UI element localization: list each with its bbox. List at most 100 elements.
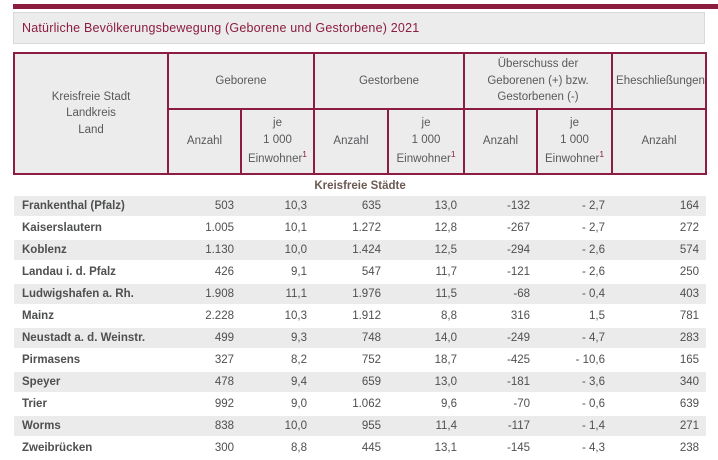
value-cell: -181: [464, 371, 538, 395]
value-cell: 13,0: [388, 371, 465, 395]
footnote-marker: 1: [599, 149, 605, 160]
table-row: Speyer 478 9,4 659 13,0 -181- 3,6 340: [14, 371, 707, 395]
table-row: Koblenz 1.130 10,0 1.424 12,5 -294- 2,6 574: [14, 239, 707, 263]
value-cell: 1.130: [168, 239, 241, 263]
value-cell: 11,7: [388, 261, 465, 285]
value-cell: 2.228: [168, 305, 241, 329]
value-cell: 9,1: [241, 261, 314, 285]
value-cell: 992: [168, 393, 241, 417]
value-cell: 11,4: [388, 415, 465, 439]
value-cell: 10,3: [241, 305, 314, 329]
value-cell: - 2,7: [537, 217, 613, 241]
value-cell: 327: [168, 349, 241, 373]
row-label-cell: Worms: [14, 415, 168, 439]
value-cell: 9,6: [388, 393, 465, 417]
region-label-line: Land: [78, 123, 104, 136]
value-cell: 659: [314, 371, 388, 395]
value-cell: - 3,6: [537, 371, 613, 395]
value-cell: - 4,7: [537, 327, 613, 351]
value-cell: -68: [464, 283, 538, 307]
value-cell: - 10,6: [537, 349, 613, 373]
table-header: Kreisfreie Stadt Landkreis Land Geborene…: [13, 51, 708, 176]
column-header-per-1000: je 1 000 Einwohner1: [386, 108, 466, 176]
section-header-row: Kreisfreie Städte: [14, 174, 707, 197]
footnote-marker: 1: [302, 149, 308, 160]
table-row: Mainz 2.228 10,3 1.912 8,8 316 1,5 781: [14, 305, 707, 329]
value-cell: -249: [464, 327, 538, 351]
section-label: Kreisfreie Städte: [14, 174, 707, 197]
value-cell: 10,1: [241, 217, 314, 241]
value-cell: 9,4: [241, 371, 314, 395]
column-group-gestorbene: Gestorbene: [312, 51, 466, 111]
row-label-cell: Speyer: [14, 371, 168, 395]
title-bar: Natürliche Bevölkerungsbewegung (Geboren…: [13, 12, 705, 44]
value-cell: 18,7: [388, 349, 465, 373]
value-cell: 8,8: [388, 305, 465, 329]
value-cell: 1.272: [314, 217, 388, 241]
region-label-line: Kreisfreie Stadt: [51, 90, 131, 103]
value-cell: 445: [314, 437, 388, 460]
value-cell: 250: [612, 261, 707, 285]
value-cell: 403: [612, 283, 707, 307]
row-label-cell: Kaiserslautern: [14, 217, 168, 241]
column-header-per-1000: je 1 000 Einwohner1: [536, 108, 614, 176]
value-cell: -145: [464, 437, 538, 460]
column-header-region: Kreisfreie Stadt Landkreis Land: [13, 51, 169, 176]
table-row: Frankenthal (Pfalz) 503 10,3 635 13,0 -132- 2…: [14, 196, 707, 219]
accent-bar: [13, 4, 718, 9]
value-cell: 14,0: [388, 327, 465, 351]
value-cell: 478: [168, 371, 241, 395]
page-title: Natürliche Bevölkerungsbewegung (Geboren…: [22, 21, 420, 35]
column-header-per-1000: je 1 000 Einwohner1: [240, 108, 315, 176]
row-label-cell: Frankenthal (Pfalz): [14, 196, 168, 219]
region-label-line: Landkreis: [66, 107, 116, 120]
value-cell: 9,3: [241, 327, 314, 351]
value-cell: 271: [612, 415, 707, 439]
value-cell: 838: [168, 415, 241, 439]
value-cell: 1.912: [314, 305, 388, 329]
table-row: Landau i. d. Pfalz 426 9,1 547 11,7 -121- 2,6…: [14, 261, 707, 285]
column-group-ueberschuss: Überschuss der Geborenen (+) bzw. Gestor…: [463, 51, 614, 111]
table-row: Kaiserslautern 1.005 10,1 1.272 12,8 -267- 2,…: [14, 217, 707, 241]
column-header-anzahl: Anzahl: [463, 108, 539, 176]
row-label-cell: Neustadt a. d. Weinstr.: [14, 327, 168, 351]
value-cell: 955: [314, 415, 388, 439]
value-cell: 316: [464, 305, 538, 329]
table-row: Trier 992 9,0 1.062 9,6 -70- 0,6 639: [14, 393, 707, 417]
value-cell: - 2,6: [537, 239, 613, 263]
value-cell: 503: [168, 196, 241, 219]
value-cell: - 4,3: [537, 437, 613, 460]
value-cell: -267: [464, 217, 538, 241]
footnote-marker: 1: [450, 149, 456, 160]
value-cell: 283: [612, 327, 707, 351]
value-cell: -294: [464, 239, 538, 263]
statistics-table: Kreisfreie Stadt Landkreis Land Geborene…: [13, 51, 708, 460]
column-group-geborene: Geborene: [167, 51, 315, 111]
value-cell: 10,3: [241, 196, 314, 219]
value-cell: 499: [168, 327, 241, 351]
value-cell: -132: [464, 196, 538, 219]
row-label-cell: Mainz: [14, 305, 168, 329]
value-cell: 10,0: [241, 415, 314, 439]
value-cell: 340: [612, 371, 707, 395]
value-cell: 9,0: [241, 393, 314, 417]
value-cell: 547: [314, 261, 388, 285]
column-header-anzahl: Anzahl: [167, 108, 242, 176]
column-header-anzahl: Anzahl: [313, 108, 389, 176]
value-cell: -121: [464, 261, 538, 285]
value-cell: 11,5: [388, 283, 465, 307]
value-cell: 12,5: [388, 239, 465, 263]
value-cell: 426: [168, 261, 241, 285]
value-cell: 165: [612, 349, 707, 373]
value-cell: 300: [168, 437, 241, 460]
row-label-cell: Koblenz: [14, 239, 168, 263]
value-cell: 781: [612, 305, 707, 329]
value-cell: 164: [612, 196, 707, 219]
value-cell: -70: [464, 393, 538, 417]
value-cell: - 0,4: [537, 283, 613, 307]
value-cell: 1,5: [537, 305, 613, 329]
value-cell: 8,2: [241, 349, 314, 373]
value-cell: - 2,7: [537, 196, 613, 219]
table-row: Pirmasens 327 8,2 752 18,7 -425- 10,6 165: [14, 349, 707, 373]
value-cell: -117: [464, 415, 538, 439]
